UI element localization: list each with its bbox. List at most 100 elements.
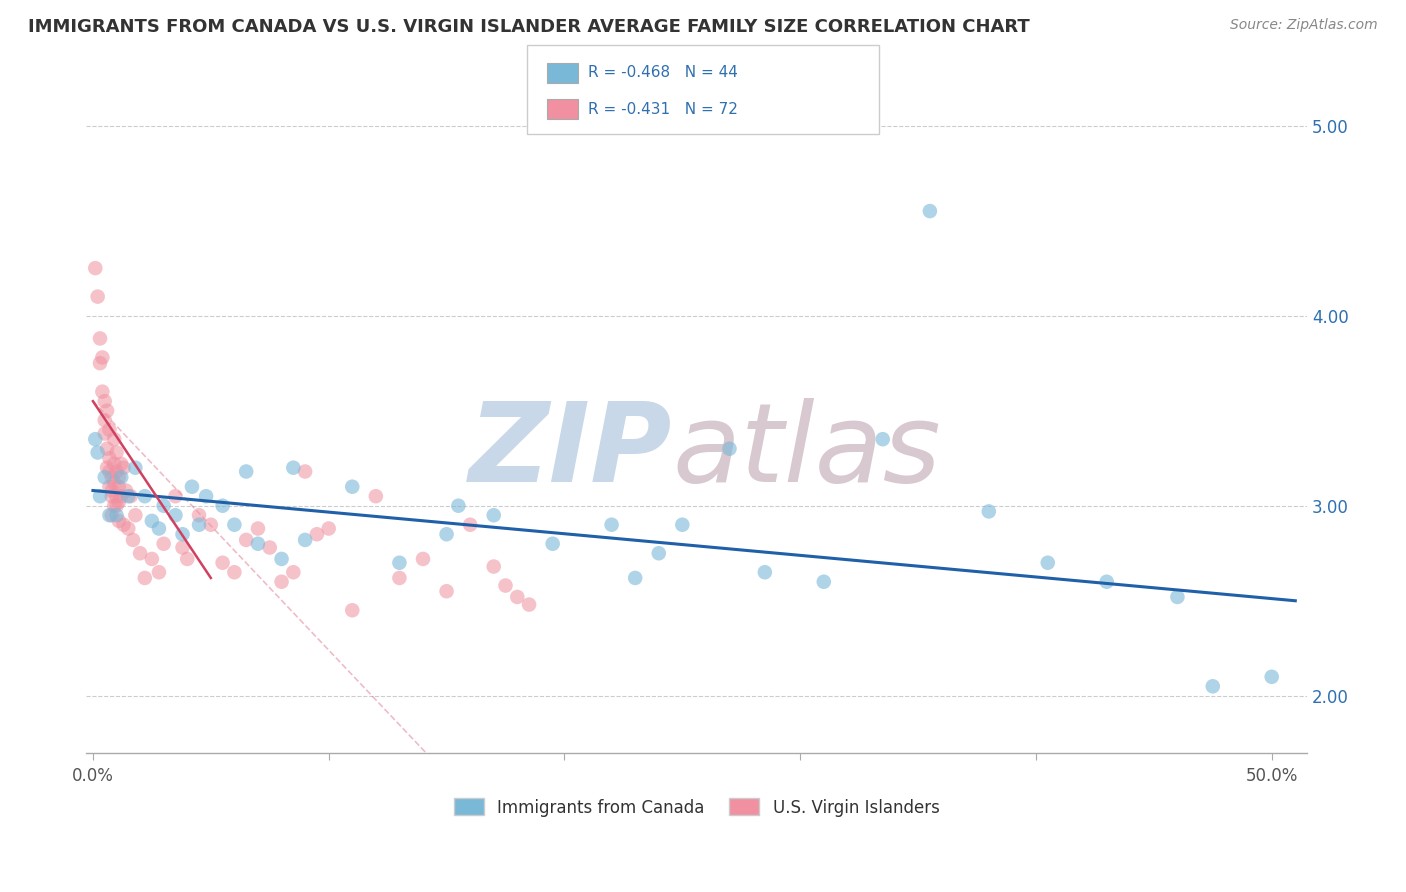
Point (98, 423, 121, 437)
Text: atlas: atlas (672, 398, 941, 505)
Point (152, 499, 174, 513)
Point (96, 460, 118, 475)
Text: R = -0.468   N = 44: R = -0.468 N = 44 (588, 65, 738, 80)
Point (294, 465, 316, 479)
Point (506, 590, 529, 604)
Point (482, 508, 505, 523)
Point (105, 508, 128, 523)
Point (110, 489, 132, 503)
Point (754, 566, 776, 580)
Point (91, 384, 114, 399)
Point (283, 460, 305, 475)
Point (436, 527, 458, 541)
Point (918, 204, 941, 219)
Point (124, 508, 146, 523)
Legend: Immigrants from Canada, U.S. Virgin Islanders: Immigrants from Canada, U.S. Virgin Isla… (447, 792, 946, 823)
Point (101, 483, 124, 498)
Point (124, 460, 146, 475)
Point (671, 517, 693, 532)
Text: IMMIGRANTS FROM CANADA VS U.S. VIRGIN ISLANDER AVERAGE FAMILY SIZE CORRELATION C: IMMIGRANTS FROM CANADA VS U.S. VIRGIN IS… (28, 18, 1029, 36)
Point (105, 489, 128, 503)
Point (101, 470, 124, 484)
Point (86, 445, 108, 459)
Point (283, 566, 305, 580)
Point (93, 394, 115, 409)
Point (172, 541, 194, 555)
Point (105, 465, 128, 479)
Point (458, 517, 481, 532)
Point (1095, 574, 1118, 589)
Point (115, 483, 138, 498)
Point (117, 522, 139, 536)
Point (134, 489, 156, 503)
Point (259, 541, 281, 555)
Point (482, 559, 505, 574)
Point (98, 480, 121, 494)
Point (195, 489, 218, 503)
Point (305, 527, 328, 541)
Point (388, 571, 411, 585)
Point (93, 413, 115, 427)
Point (977, 504, 1000, 518)
Point (105, 499, 128, 513)
Point (246, 522, 269, 536)
Point (388, 556, 411, 570)
Point (101, 489, 124, 503)
Point (165, 508, 187, 523)
Point (188, 517, 211, 532)
Point (412, 552, 434, 566)
Point (148, 522, 170, 536)
Point (718, 442, 741, 456)
Point (342, 480, 364, 494)
Point (648, 546, 671, 560)
Point (270, 574, 292, 589)
Point (200, 517, 222, 532)
Point (176, 552, 198, 566)
Point (172, 527, 194, 541)
Point (129, 546, 152, 560)
Point (270, 552, 292, 566)
Text: R = -0.431   N = 72: R = -0.431 N = 72 (588, 102, 738, 117)
Point (84, 432, 107, 446)
Point (101, 508, 124, 523)
Point (91, 351, 114, 365)
Point (89, 489, 111, 503)
Point (294, 533, 316, 547)
Point (364, 489, 387, 503)
Point (112, 460, 135, 475)
Point (98, 451, 121, 466)
Point (624, 571, 647, 585)
Point (96, 403, 118, 417)
Point (600, 517, 623, 532)
Point (122, 533, 145, 547)
Point (152, 537, 174, 551)
Point (108, 495, 131, 509)
Point (117, 489, 139, 503)
Point (98, 508, 121, 523)
Point (141, 514, 163, 528)
Point (93, 426, 115, 441)
Point (1166, 590, 1188, 604)
Point (872, 432, 894, 446)
Point (96, 442, 118, 456)
Point (110, 457, 132, 471)
Point (105, 445, 128, 459)
Point (1202, 679, 1225, 693)
Point (108, 480, 131, 494)
Point (235, 465, 257, 479)
Point (246, 537, 269, 551)
Point (148, 566, 170, 580)
Point (318, 522, 340, 536)
Point (110, 470, 132, 484)
Point (211, 556, 233, 570)
Point (541, 537, 564, 551)
Point (436, 584, 458, 599)
Point (86, 290, 108, 304)
Point (224, 517, 246, 532)
Point (89, 331, 111, 345)
Point (188, 508, 211, 523)
Point (120, 489, 142, 503)
Point (211, 499, 233, 513)
Point (813, 574, 835, 589)
Point (342, 603, 364, 617)
